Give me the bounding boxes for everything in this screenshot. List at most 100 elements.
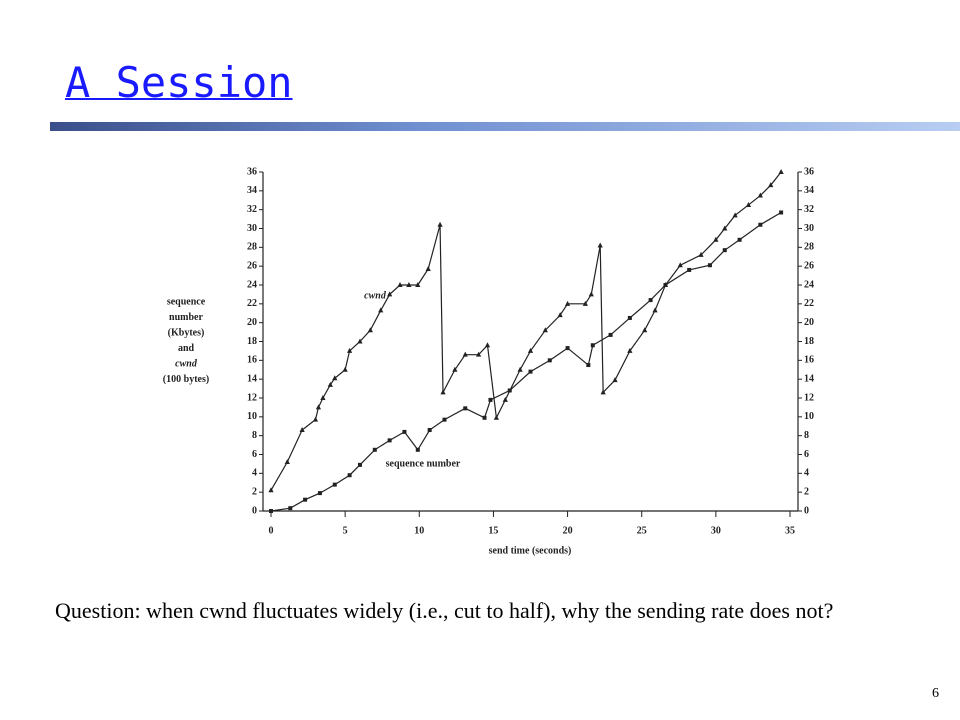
marker bbox=[768, 182, 774, 188]
y-tick-label: 10 bbox=[247, 411, 257, 422]
marker bbox=[557, 312, 563, 318]
y2-tick-label: 10 bbox=[804, 411, 814, 422]
y-tick-label: 22 bbox=[247, 298, 257, 309]
x-tick-label: 25 bbox=[637, 525, 647, 536]
title-bar bbox=[50, 122, 960, 131]
y-tick-label: 12 bbox=[247, 392, 257, 403]
x-tick-label: 20 bbox=[563, 525, 573, 536]
marker bbox=[779, 210, 784, 215]
marker bbox=[387, 438, 392, 443]
marker bbox=[612, 377, 618, 383]
marker bbox=[517, 366, 523, 372]
marker bbox=[564, 300, 571, 306]
marker bbox=[778, 169, 784, 174]
marker bbox=[722, 248, 727, 253]
y-tick-label: 24 bbox=[247, 279, 257, 290]
y-tick-label: 16 bbox=[247, 355, 257, 366]
y2-tick-label: 36 bbox=[804, 166, 814, 177]
marker bbox=[268, 487, 274, 493]
x-tick-label: 15 bbox=[488, 525, 498, 536]
marker bbox=[415, 447, 420, 452]
y-tick-label: 8 bbox=[252, 430, 257, 441]
y-tick-label: 28 bbox=[247, 242, 257, 253]
y-tick-label: 34 bbox=[247, 185, 257, 196]
marker bbox=[758, 222, 763, 227]
marker bbox=[597, 242, 603, 248]
marker bbox=[463, 406, 468, 411]
marker bbox=[378, 307, 384, 313]
marker bbox=[722, 225, 728, 231]
marker bbox=[713, 236, 719, 242]
series-label: cwnd bbox=[364, 290, 387, 301]
y-tick-label: 6 bbox=[252, 449, 257, 460]
marker bbox=[507, 388, 512, 393]
marker bbox=[677, 262, 683, 268]
question: Question: when cwnd fluctuates widely (i… bbox=[55, 598, 834, 623]
marker bbox=[312, 416, 319, 422]
marker bbox=[542, 327, 548, 333]
y-tick-label: 30 bbox=[247, 223, 257, 234]
marker bbox=[528, 369, 533, 374]
marker bbox=[588, 291, 594, 297]
marker bbox=[707, 263, 712, 268]
y2-tick-label: 2 bbox=[804, 486, 809, 497]
y-axis-label: sequence bbox=[167, 296, 206, 307]
marker bbox=[488, 397, 493, 402]
y2-tick-label: 18 bbox=[804, 336, 814, 347]
marker bbox=[372, 447, 377, 452]
marker bbox=[737, 237, 742, 242]
marker bbox=[493, 414, 499, 420]
marker bbox=[732, 212, 738, 218]
marker bbox=[269, 509, 273, 513]
series-line bbox=[270, 171, 782, 491]
marker bbox=[387, 291, 393, 297]
y2-tick-label: 32 bbox=[804, 204, 814, 215]
marker bbox=[547, 358, 552, 363]
series-label: sequence number bbox=[386, 458, 461, 469]
marker bbox=[327, 381, 333, 387]
x-tick-label: 0 bbox=[269, 525, 274, 536]
marker bbox=[745, 201, 752, 207]
marker bbox=[452, 366, 458, 372]
y2-tick-label: 26 bbox=[804, 260, 814, 271]
y-axis-label: (Kbytes) bbox=[168, 327, 205, 338]
marker bbox=[648, 298, 653, 303]
marker bbox=[462, 351, 468, 357]
marker bbox=[484, 342, 491, 348]
marker bbox=[608, 332, 613, 337]
marker bbox=[482, 415, 487, 420]
marker bbox=[346, 347, 353, 353]
marker bbox=[406, 282, 412, 287]
y-tick-label: 4 bbox=[252, 468, 257, 479]
marker bbox=[299, 427, 305, 433]
marker bbox=[527, 347, 534, 353]
y-axis-label: number bbox=[169, 312, 203, 323]
y-tick-label: 2 bbox=[252, 486, 257, 497]
y2-tick-label: 34 bbox=[804, 185, 814, 196]
y2-tick-label: 0 bbox=[804, 505, 809, 516]
y2-tick-label: 14 bbox=[804, 373, 814, 384]
marker bbox=[303, 497, 308, 502]
marker bbox=[663, 283, 668, 287]
marker bbox=[357, 338, 363, 344]
marker bbox=[600, 389, 606, 395]
marker bbox=[347, 473, 352, 478]
y-axis-label: (100 bytes) bbox=[163, 374, 209, 385]
marker bbox=[437, 221, 443, 227]
y2-tick-label: 28 bbox=[804, 242, 814, 253]
marker bbox=[317, 491, 322, 496]
marker bbox=[284, 459, 290, 465]
marker bbox=[315, 404, 322, 410]
y2-tick-label: 24 bbox=[804, 279, 814, 290]
y2-tick-label: 22 bbox=[804, 298, 814, 309]
y2-tick-label: 20 bbox=[804, 317, 814, 328]
marker bbox=[652, 307, 658, 313]
marker bbox=[367, 327, 373, 333]
marker bbox=[440, 389, 446, 395]
x-axis-label: send time (seconds) bbox=[489, 545, 572, 556]
y-tick-label: 18 bbox=[247, 336, 257, 347]
x-tick-label: 5 bbox=[343, 525, 348, 536]
marker bbox=[586, 363, 591, 368]
